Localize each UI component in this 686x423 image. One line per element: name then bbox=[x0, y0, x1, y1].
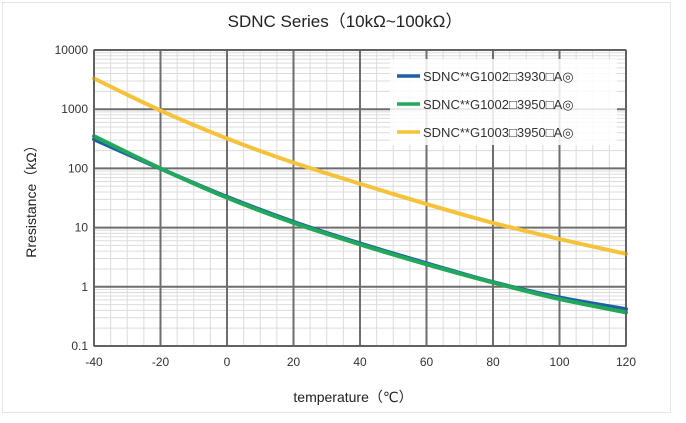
series-line-2 bbox=[92, 134, 628, 315]
y-tick-label: 1 bbox=[81, 280, 88, 294]
legend: SDNC**G1002□3930□A◎ SDNC**G1002□3950□A◎ SD… bbox=[390, 59, 617, 145]
legend-label-2: SDNC**G1002□3950□A◎ bbox=[423, 97, 574, 112]
tick-labels: -40 -20 0 20 40 60 80 100 120 0.1 1 10 100 1000 10000 bbox=[55, 43, 637, 369]
legend-label-1: SDNC**G1002□3930□A◎ bbox=[423, 69, 574, 84]
plot-border bbox=[93, 49, 627, 347]
series-lines bbox=[92, 76, 628, 315]
x-axis-label: temperature（℃） bbox=[293, 389, 412, 405]
x-tick-label: 120 bbox=[616, 355, 636, 369]
series-line-3 bbox=[92, 76, 628, 256]
x-tick-label: 100 bbox=[549, 355, 569, 369]
x-tick-label: 40 bbox=[353, 355, 367, 369]
legend-label-3: SDNC**G1003□3950□A◎ bbox=[423, 125, 574, 140]
y-tick-label: 0.1 bbox=[71, 339, 88, 353]
chart-frame: SDNC Series（10kΩ~100kΩ） -40 -20 0 20 40 60 80 1… bbox=[2, 2, 671, 413]
x-tick-label: 80 bbox=[486, 355, 500, 369]
y-tick-label: 10000 bbox=[55, 43, 89, 57]
x-tick-label: -40 bbox=[85, 355, 103, 369]
x-tick-label: 20 bbox=[287, 355, 301, 369]
y-tick-label: 1000 bbox=[61, 102, 88, 116]
x-tick-label: 0 bbox=[224, 355, 231, 369]
y-tick-label: 100 bbox=[68, 161, 88, 175]
x-tick-label: 60 bbox=[420, 355, 434, 369]
x-tick-label: -20 bbox=[152, 355, 170, 369]
y-axis-label: Rresistance（kΩ） bbox=[23, 138, 39, 257]
chart-svg: SDNC Series（10kΩ~100kΩ） -40 -20 0 20 40 60 80 1… bbox=[23, 12, 637, 405]
legend-box bbox=[390, 59, 617, 145]
chart-title: SDNC Series（10kΩ~100kΩ） bbox=[228, 12, 463, 31]
y-tick-label: 10 bbox=[75, 221, 89, 235]
